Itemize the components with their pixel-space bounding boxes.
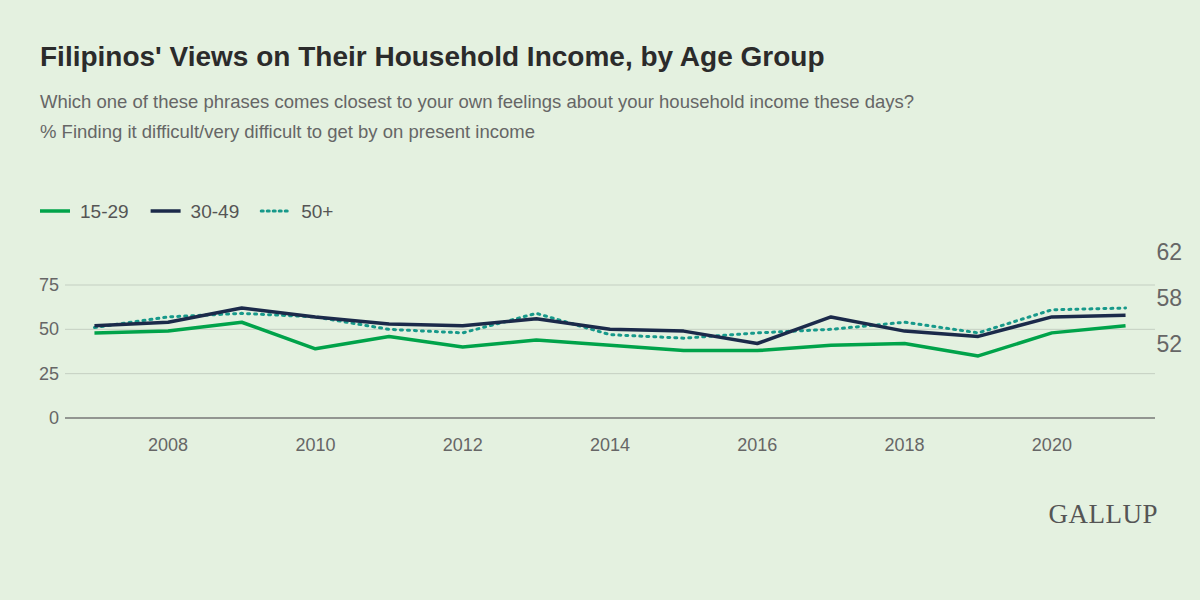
logo: GALLUP bbox=[1049, 499, 1159, 529]
y-tick-label: 75 bbox=[39, 275, 59, 295]
legend-item: 30-49 bbox=[151, 201, 240, 222]
grid-line bbox=[65, 285, 1155, 286]
legend-label: 30-49 bbox=[191, 201, 240, 222]
x-tick-label: 2010 bbox=[295, 435, 335, 455]
plot-area bbox=[94, 308, 1125, 356]
y-tick-label: 25 bbox=[39, 364, 59, 384]
legend-item: 15-29 bbox=[40, 201, 129, 222]
grid-line bbox=[65, 373, 1155, 374]
x-tick-label: 2018 bbox=[885, 435, 925, 455]
legend-label: 50+ bbox=[301, 201, 333, 222]
x-tick-label: 2016 bbox=[737, 435, 777, 455]
end-label: 52 bbox=[1156, 331, 1182, 357]
end-label: 62 bbox=[1156, 239, 1182, 265]
x-tick-label: 2014 bbox=[590, 435, 630, 455]
background bbox=[0, 0, 1200, 600]
y-tick-label: 50 bbox=[39, 319, 59, 339]
end-label: 58 bbox=[1156, 285, 1182, 311]
series-line bbox=[94, 322, 1125, 356]
legend-swatch bbox=[151, 209, 181, 213]
legend-swatch bbox=[261, 210, 291, 213]
chart: Filipinos' Views on Their Household Inco… bbox=[0, 0, 1200, 600]
subtitle: % Finding it difficult/very difficult to… bbox=[40, 121, 535, 142]
grid-line bbox=[65, 417, 1155, 419]
subtitle: Which one of these phrases comes closest… bbox=[40, 91, 914, 112]
x-tick-label: 2020 bbox=[1032, 435, 1072, 455]
x-tick-label: 2012 bbox=[443, 435, 483, 455]
legend-item: 50+ bbox=[261, 201, 333, 222]
y-tick-label: 0 bbox=[49, 408, 59, 428]
title: Filipinos' Views on Their Household Inco… bbox=[40, 41, 825, 72]
legend-label: 15-29 bbox=[80, 201, 129, 222]
legend-swatch bbox=[40, 209, 70, 213]
x-tick-label: 2008 bbox=[148, 435, 188, 455]
